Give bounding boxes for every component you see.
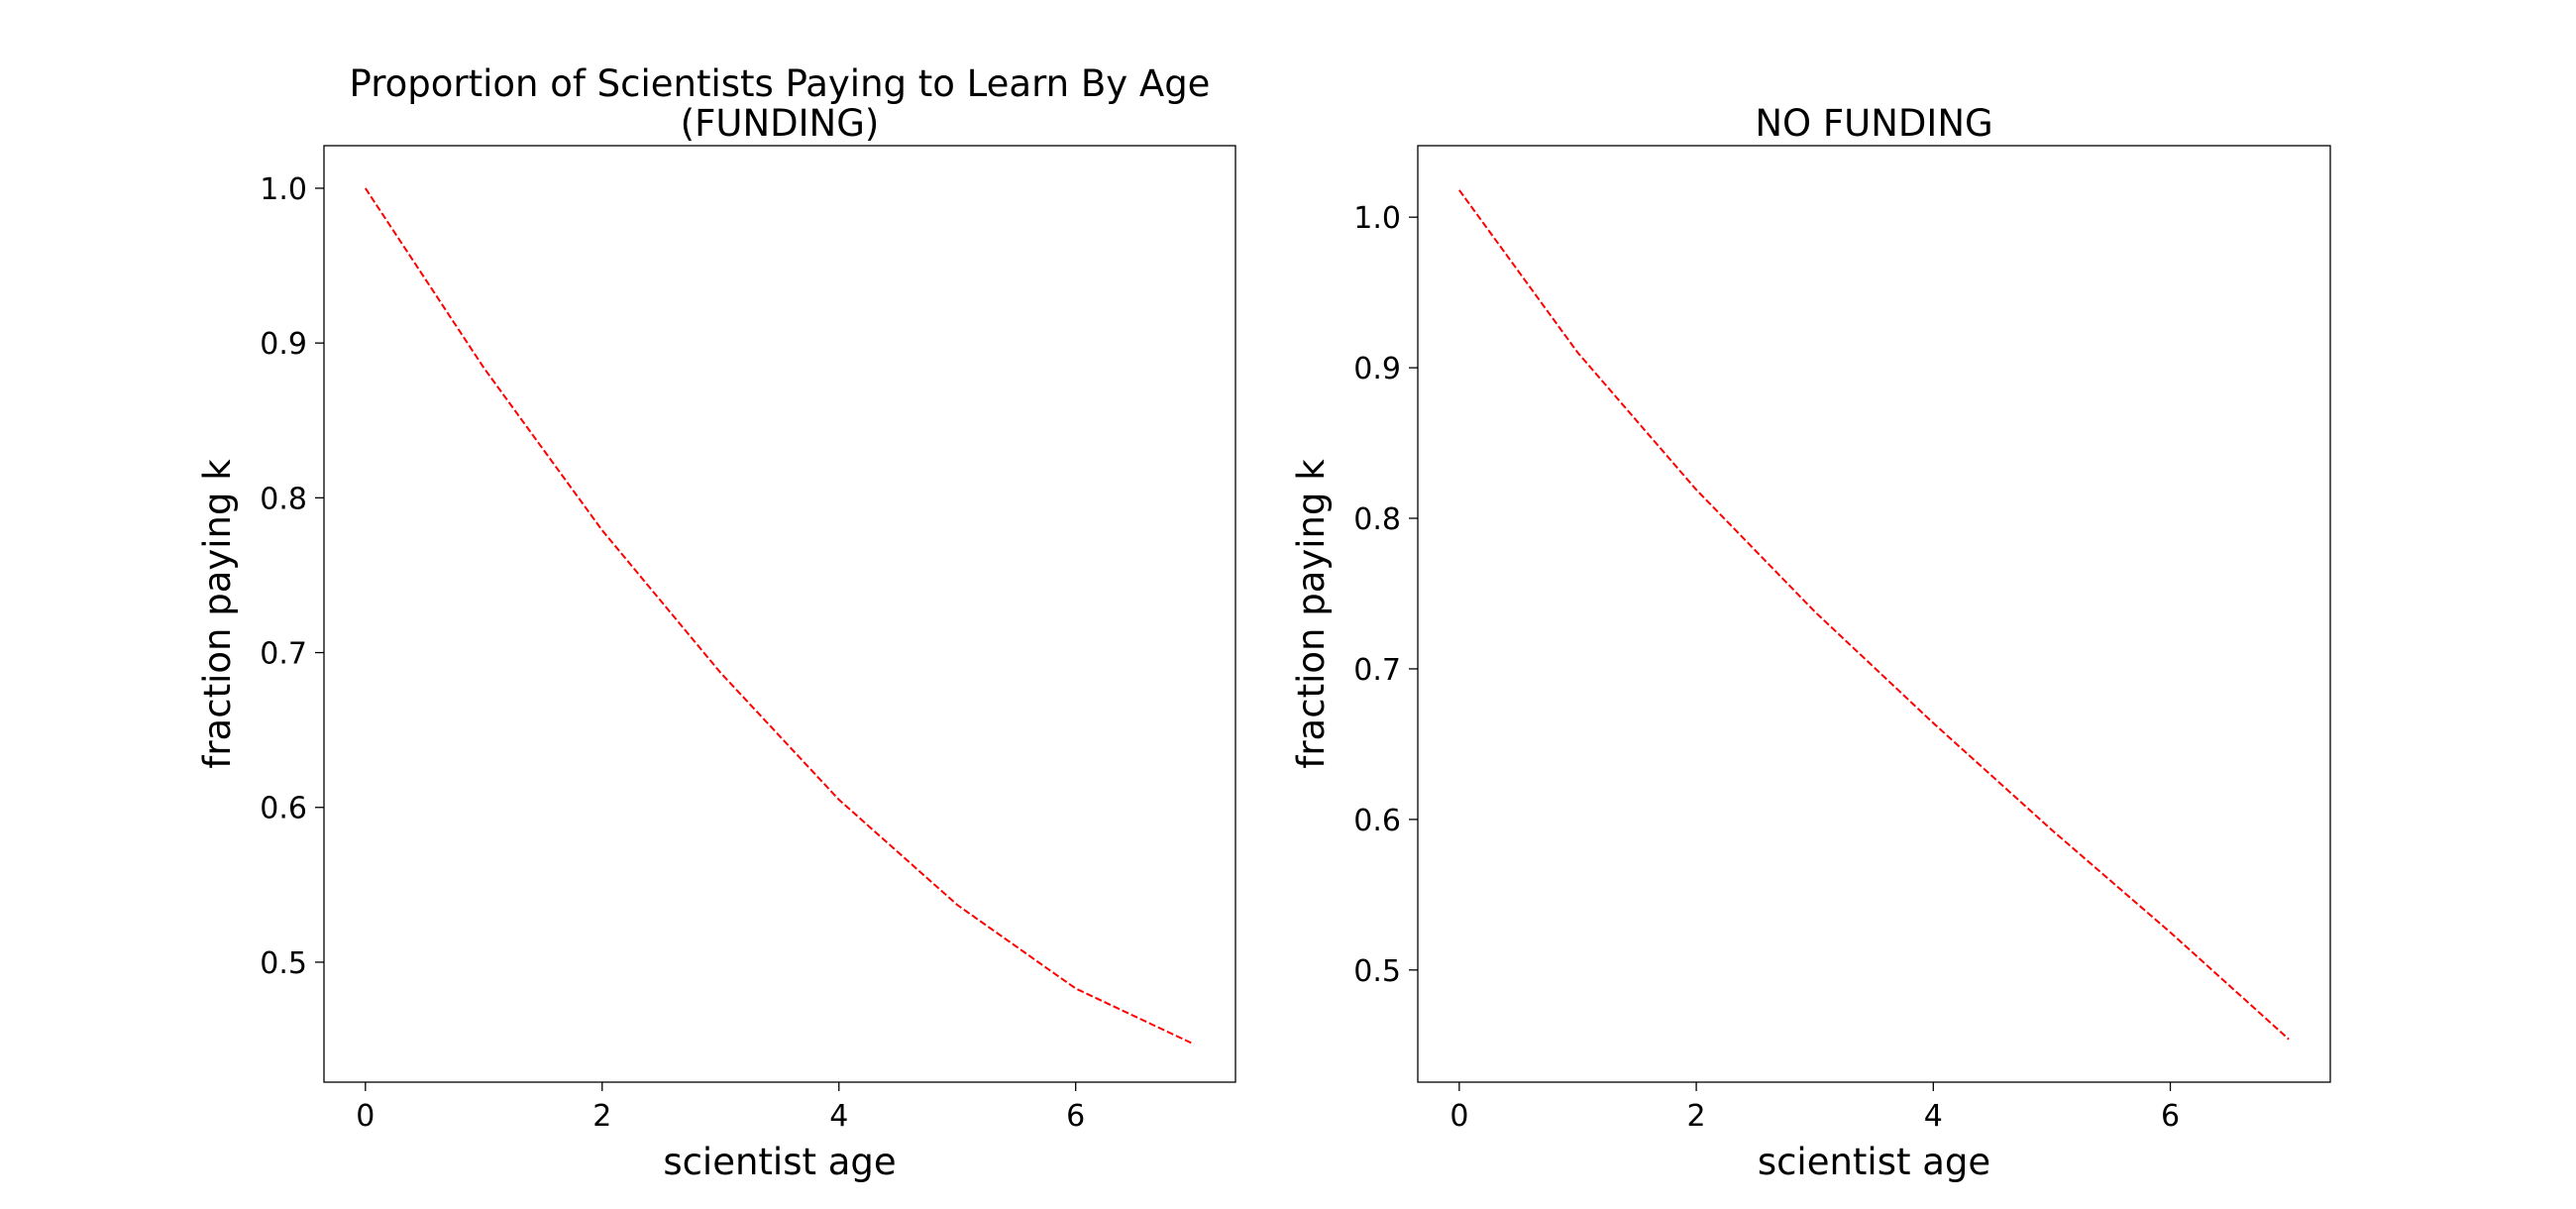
- x-tick-label: 4: [829, 1099, 848, 1134]
- x-tick-label: 2: [592, 1099, 611, 1134]
- x-tick-label: 0: [1449, 1099, 1468, 1134]
- chart-title-line: Proportion of Scientists Paying to Learn…: [350, 62, 1211, 105]
- y-tick-label: 0.8: [1353, 502, 1401, 537]
- y-tick-label: 0.6: [1353, 804, 1401, 838]
- series-line-0: [1458, 189, 2290, 1041]
- series-line-0: [364, 187, 1195, 1045]
- x-tick-label: 4: [1924, 1099, 1943, 1134]
- y-axis-label: fraction paying k: [1290, 459, 1333, 769]
- chart-title-line: NO FUNDING: [1755, 102, 1992, 145]
- y-tick-label: 0.6: [260, 792, 307, 826]
- chart-funding: 0 2 4 6 0.5 0.6 0.7 0.8 0.9 1.0 scientist age fract…: [196, 62, 1236, 1183]
- y-tick-label: 0.5: [260, 946, 307, 981]
- x-tick-label: 6: [2161, 1099, 2180, 1134]
- x-tick-label: 0: [356, 1099, 375, 1134]
- y-tick-label: 0.9: [1353, 352, 1401, 386]
- x-tick-label: 2: [1687, 1099, 1706, 1134]
- x-axis-label: scientist age: [1758, 1141, 1990, 1183]
- y-tick-label: 0.8: [260, 482, 307, 516]
- plot-frame: [1417, 145, 2331, 1083]
- y-tick-label: 0.7: [260, 637, 307, 672]
- y-tick-label: 1.0: [260, 172, 307, 207]
- y-tick-label: 0.5: [1353, 954, 1401, 989]
- y-tick-label: 0.7: [1353, 653, 1401, 688]
- y-tick-label: 0.9: [260, 327, 307, 362]
- x-axis-label: scientist age: [663, 1141, 896, 1183]
- chart-title-line: (FUNDING): [681, 102, 880, 145]
- y-tick-label: 1.0: [1353, 201, 1401, 236]
- plot-frame: [323, 145, 1236, 1083]
- x-tick-label: 6: [1066, 1099, 1085, 1134]
- y-axis-label: fraction paying k: [196, 459, 239, 769]
- chart-no-funding: 0 2 4 6 0.5 0.6 0.7 0.8 0.9 1.0 scientist age fract…: [1290, 102, 2331, 1183]
